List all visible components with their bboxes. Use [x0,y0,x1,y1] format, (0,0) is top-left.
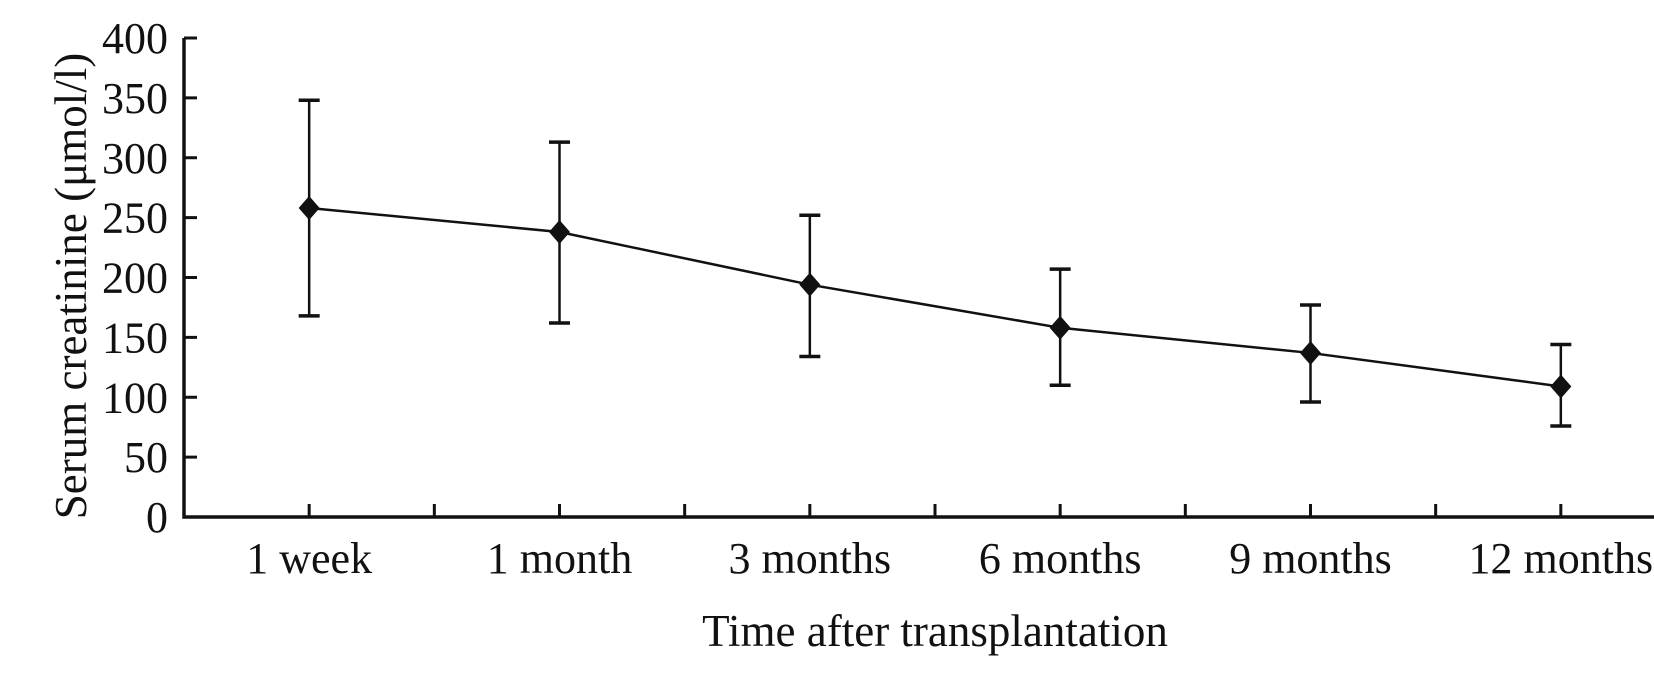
y-tick-label: 250 [102,194,168,243]
y-tick-label: 50 [124,433,168,482]
x-tick-label: 3 months [729,534,892,583]
x-tick-label: 6 months [979,534,1142,583]
plot-area: 0 50 100 150 200 250 300 350 400 1 week 1 month 3 m… [102,16,1654,583]
y-tick-label: 150 [102,313,168,362]
y-tick-label: 350 [102,74,168,123]
data-point-marker [298,196,320,221]
y-tick-label: 200 [102,254,168,303]
y-tick-label: 300 [102,134,168,183]
x-tick-label: 9 months [1229,534,1392,583]
y-tick-label: 0 [146,493,168,542]
x-tick-label: 1 month [487,534,632,583]
x-tick-label: 12 months [1469,534,1654,583]
x-axis-title: Time after transplantation [702,606,1168,656]
y-axis-title: Serum creatinine (μmol/l) [46,53,96,519]
x-tick-label: 1 week [246,534,372,583]
y-tick-label: 100 [102,373,168,422]
data-point-marker [1049,315,1071,340]
data-point-marker [1300,340,1321,365]
data-point-marker [799,272,821,297]
data-line [309,206,1561,388]
data-point-marker [549,219,570,244]
axis-lines [182,38,1654,519]
serum-creatinine-chart-figure: 0 50 100 150 200 250 300 350 400 1 week 1 month 3 m… [40,16,1654,665]
y-tick-label: 400 [102,16,168,63]
data-point-marker [1550,374,1572,399]
line-chart-with-error-bars: 0 50 100 150 200 250 300 350 400 1 week 1 month 3 m… [46,16,1654,656]
